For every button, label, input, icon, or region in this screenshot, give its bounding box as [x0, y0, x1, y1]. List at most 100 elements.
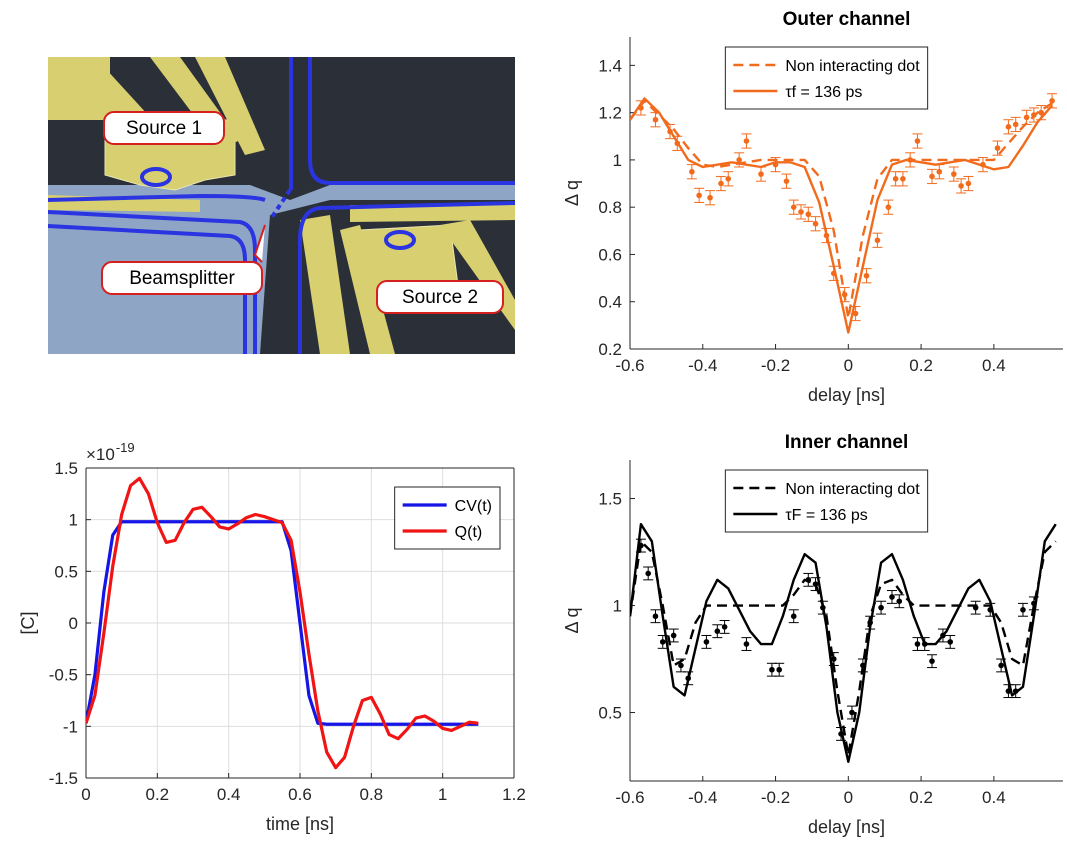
data-point	[849, 709, 855, 716]
series-layer	[630, 523, 1057, 763]
channel	[48, 224, 247, 354]
y-axis-label: Δ q	[562, 607, 582, 633]
legend: CV(t) Q(t)	[394, 486, 501, 550]
data-point	[1049, 98, 1055, 104]
data-point	[1005, 124, 1012, 130]
gate	[350, 205, 515, 222]
x-tick-label: -0.2	[761, 356, 790, 375]
x-tick-label: 1	[438, 785, 447, 804]
chart-title: Outer channel	[783, 9, 911, 30]
source-dot	[140, 167, 172, 187]
channel	[48, 210, 257, 354]
data-point	[987, 607, 994, 613]
series-line	[86, 476, 479, 770]
legend: Non interacting dot τF = 136 ps	[724, 469, 929, 533]
data-point	[670, 632, 677, 639]
x-tick-label: 0.4	[217, 785, 241, 804]
data-point	[1031, 600, 1037, 607]
data-point	[1031, 112, 1037, 118]
data-point	[1020, 607, 1026, 613]
y-tick-label: 1	[613, 597, 622, 616]
data-point	[914, 138, 921, 144]
data-point	[743, 641, 750, 647]
legend-label: CV(t)	[455, 498, 492, 515]
callout-label: Beamsplitter	[129, 268, 235, 289]
y-tick-label: 1.5	[598, 490, 622, 509]
data-point	[863, 272, 870, 279]
data-point	[674, 140, 681, 147]
data-point	[940, 632, 946, 639]
y-tick-label: 1.2	[598, 104, 622, 123]
data-point	[696, 192, 702, 199]
y-tick-label: 0	[69, 614, 78, 633]
x-tick-label: -0.2	[761, 788, 790, 807]
channel	[298, 201, 515, 354]
data-point	[951, 171, 957, 177]
x-tick-label: 0.2	[146, 785, 170, 804]
data-point	[798, 209, 804, 215]
data-point	[790, 204, 797, 210]
data-point	[758, 171, 764, 177]
y-tick-label: 0.4	[598, 293, 622, 312]
data-point	[900, 176, 906, 182]
data-point	[936, 168, 943, 175]
data-point	[805, 577, 812, 583]
data-point	[965, 180, 972, 187]
data-point	[830, 270, 837, 277]
data-point	[892, 176, 899, 182]
data-point	[772, 161, 779, 168]
chart-title: Inner channel	[785, 432, 909, 453]
legend-label: Non interacting dot	[785, 58, 920, 75]
y-tick-label: 1.4	[598, 56, 622, 75]
series-line	[630, 97, 1053, 334]
data-point	[652, 613, 659, 620]
callout-label: Source 1	[126, 118, 202, 139]
x-tick-label: 0.4	[982, 788, 1006, 807]
y-tick-label: 0.2	[598, 340, 622, 359]
y-tick-label: 0.5	[54, 562, 78, 581]
data-point	[820, 604, 826, 611]
channel	[308, 57, 515, 185]
data-point	[980, 161, 986, 168]
legend-box	[724, 469, 929, 533]
y-tick-label: 1	[613, 151, 622, 170]
x-axis-label: delay [ns]	[808, 817, 885, 837]
data-point	[860, 662, 866, 669]
data-point	[638, 542, 644, 549]
legend-label: Q(t)	[455, 524, 483, 541]
data-point	[685, 675, 692, 682]
data-point	[841, 291, 848, 298]
data-point	[659, 639, 666, 645]
x-tick-label: 0	[844, 788, 853, 807]
legend: Non interacting dot τf = 136 ps	[724, 46, 929, 110]
x-tick-label: -0.6	[615, 356, 644, 375]
gate	[340, 225, 395, 354]
data-point	[852, 310, 859, 317]
chart: -0.6 -0.4 -0.2 0 0.2 0.4 0.5 1 1.5 Inner channel d…	[562, 432, 1063, 837]
data-point	[645, 570, 651, 577]
legend-label: τF = 136 ps	[785, 507, 867, 524]
y-tick-label: -0.5	[49, 666, 78, 685]
data-point	[994, 145, 1001, 151]
data-point	[638, 105, 644, 111]
data-point	[776, 666, 782, 673]
chart: -0.6 -0.4 -0.2 0 0.2 0.4 0.2 0.4 0.6 0.8 1 1.2 1.4 Ou…	[562, 9, 1063, 405]
gate	[195, 57, 265, 155]
y-multiplier: ×10	[86, 445, 115, 464]
data-point	[667, 128, 673, 135]
x-tick-label: 0.8	[360, 785, 384, 804]
data-point	[721, 624, 728, 630]
data-point	[929, 658, 935, 664]
data-point	[725, 176, 732, 182]
data-point	[805, 211, 812, 218]
legend-label: Non interacting dot	[785, 481, 920, 498]
data-point	[907, 157, 913, 163]
data-point	[714, 628, 721, 634]
y-tick-label: 0.6	[598, 245, 622, 264]
data-point	[769, 666, 775, 673]
series-line	[630, 540, 1057, 757]
x-tick-label: 0	[81, 785, 90, 804]
x-axis-label: time [ns]	[266, 814, 334, 834]
